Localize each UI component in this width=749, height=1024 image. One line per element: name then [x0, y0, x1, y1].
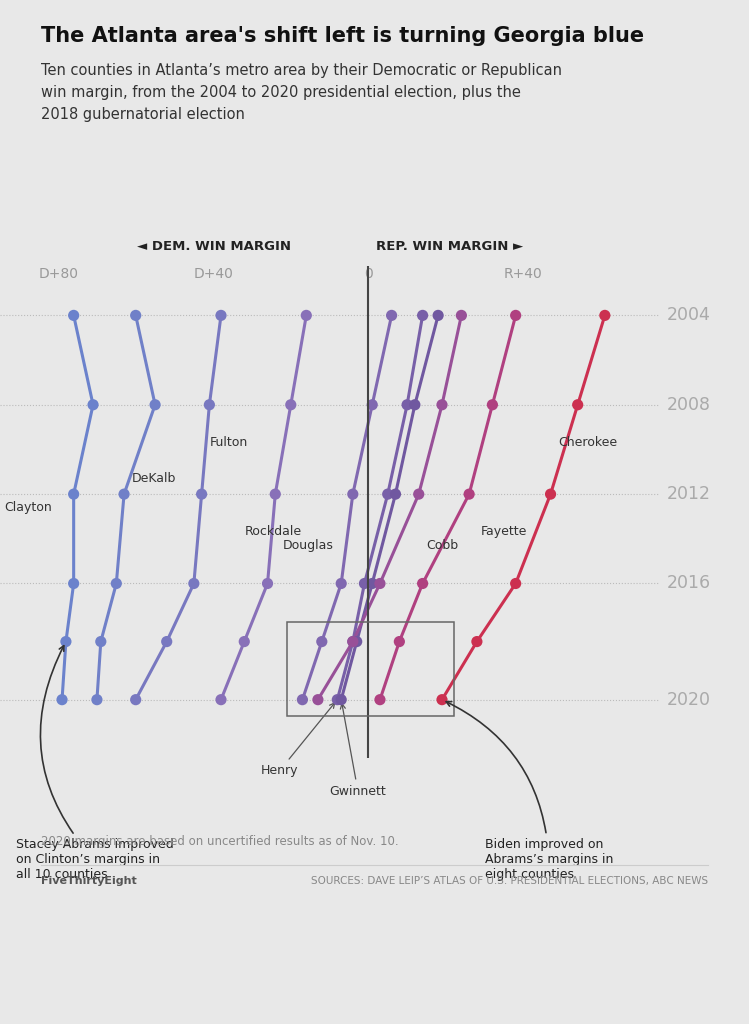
Point [130, 307, 142, 324]
Text: Henry: Henry [261, 702, 335, 777]
Text: R+40: R+40 [504, 267, 543, 282]
Text: Douglas: Douglas [283, 540, 334, 553]
Point [347, 634, 359, 650]
Point [347, 634, 359, 650]
Point [215, 307, 227, 324]
Point [401, 396, 413, 413]
Point [215, 691, 227, 708]
Point [87, 396, 99, 413]
Point [118, 486, 130, 503]
Point [270, 486, 282, 503]
Point [545, 486, 557, 503]
Point [571, 396, 583, 413]
Text: ◄ DEM. WIN MARGIN: ◄ DEM. WIN MARGIN [137, 240, 291, 253]
Point [95, 634, 107, 650]
Point [188, 575, 200, 592]
Text: Stacey Abrams improved
on Clinton’s margins in
all 10 counties: Stacey Abrams improved on Clinton’s marg… [16, 646, 173, 882]
Text: 2004: 2004 [667, 306, 711, 325]
Point [416, 575, 428, 592]
Point [204, 396, 216, 413]
Text: Cobb: Cobb [426, 540, 458, 553]
Text: Clayton: Clayton [4, 501, 52, 514]
Point [110, 575, 122, 592]
Point [486, 396, 498, 413]
Text: The Atlanta area's shift left is turning Georgia blue: The Atlanta area's shift left is turning… [41, 26, 644, 46]
Text: Biden improved on
Abrams’s margins in
eight counties: Biden improved on Abrams’s margins in ei… [446, 701, 613, 882]
Text: Cherokee: Cherokee [558, 436, 617, 449]
Point [409, 396, 421, 413]
Point [67, 575, 79, 592]
Text: Fulton: Fulton [210, 436, 248, 449]
Point [389, 486, 401, 503]
Point [393, 634, 405, 650]
Point [386, 307, 398, 324]
Point [436, 691, 448, 708]
Point [60, 634, 72, 650]
Text: 2020 margins are based on uncertified results as of Nov. 10.: 2020 margins are based on uncertified re… [41, 835, 398, 848]
Point [312, 691, 324, 708]
Text: DeKalb: DeKalb [132, 471, 176, 484]
Text: 2008: 2008 [667, 395, 711, 414]
Text: Fayette: Fayette [481, 525, 527, 539]
Text: Ten counties in Atlanta’s metro area by their Democratic or Republican
win margi: Ten counties in Atlanta’s metro area by … [41, 63, 562, 122]
Text: D+40: D+40 [193, 267, 233, 282]
Text: 2016: 2016 [667, 574, 711, 593]
Text: 2020: 2020 [667, 690, 711, 709]
Point [351, 634, 363, 650]
Point [455, 307, 467, 324]
Point [347, 486, 359, 503]
Point [238, 634, 250, 650]
Point [509, 575, 521, 592]
Point [509, 307, 521, 324]
Bar [287, 622, 454, 716]
Point [413, 486, 425, 503]
Point [130, 691, 142, 708]
Point [599, 307, 611, 324]
Point [300, 307, 312, 324]
Point [161, 634, 173, 650]
Point [67, 486, 79, 503]
Point [374, 691, 386, 708]
Text: REP. WIN MARGIN ►: REP. WIN MARGIN ► [376, 240, 524, 253]
Point [195, 486, 207, 503]
Point [432, 307, 444, 324]
Point [336, 575, 348, 592]
Point [56, 691, 68, 708]
Point [91, 691, 103, 708]
Point [463, 486, 475, 503]
Point [149, 396, 161, 413]
Point [382, 486, 394, 503]
Point [285, 396, 297, 413]
Text: 2012: 2012 [667, 485, 711, 503]
Point [366, 396, 378, 413]
Text: SOURCES: DAVE LEIP’S ATLAS OF U.S. PRESIDENTIAL ELECTIONS, ABC NEWS: SOURCES: DAVE LEIP’S ATLAS OF U.S. PRESI… [311, 876, 708, 886]
Point [471, 634, 483, 650]
Point [359, 575, 371, 592]
Text: 0: 0 [364, 267, 373, 282]
Text: Rockdale: Rockdale [244, 525, 301, 539]
Point [366, 575, 378, 592]
Text: Gwinnett: Gwinnett [330, 703, 386, 798]
Point [331, 691, 343, 708]
Point [374, 575, 386, 592]
Point [297, 691, 309, 708]
Point [416, 307, 428, 324]
Point [436, 396, 448, 413]
Text: D+80: D+80 [38, 267, 78, 282]
Point [336, 691, 348, 708]
Text: FiveThirtyEight: FiveThirtyEight [41, 876, 137, 886]
Point [316, 634, 328, 650]
Point [67, 307, 79, 324]
Point [261, 575, 273, 592]
